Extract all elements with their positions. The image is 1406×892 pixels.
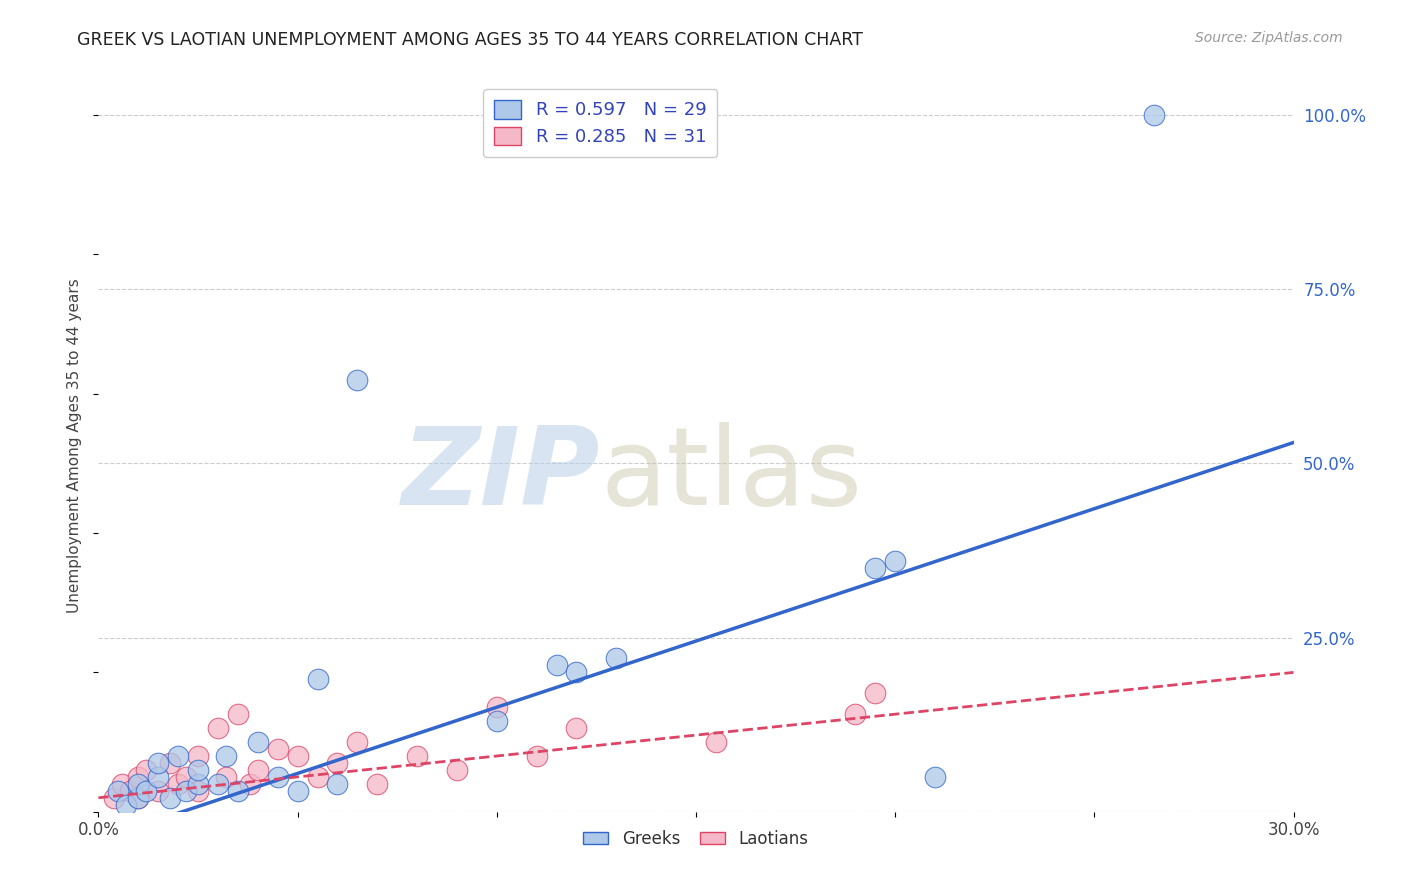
- Point: [704, 735, 727, 749]
- Point: [226, 784, 249, 798]
- Point: [135, 763, 157, 777]
- Point: [865, 561, 887, 575]
- Point: [346, 373, 368, 387]
- Point: [127, 790, 149, 805]
- Point: [187, 777, 209, 791]
- Point: [187, 749, 209, 764]
- Point: [135, 784, 157, 798]
- Point: [174, 770, 197, 784]
- Point: [127, 770, 149, 784]
- Point: [159, 790, 181, 805]
- Point: [307, 770, 329, 784]
- Point: [215, 749, 238, 764]
- Point: [148, 770, 170, 784]
- Point: [111, 777, 134, 791]
- Point: [287, 749, 309, 764]
- Point: [107, 784, 129, 798]
- Point: [167, 777, 190, 791]
- Point: [326, 756, 349, 770]
- Point: [267, 742, 290, 756]
- Point: [546, 658, 568, 673]
- Point: [366, 777, 388, 791]
- Text: GREEK VS LAOTIAN UNEMPLOYMENT AMONG AGES 35 TO 44 YEARS CORRELATION CHART: GREEK VS LAOTIAN UNEMPLOYMENT AMONG AGES…: [77, 31, 863, 49]
- Point: [239, 777, 262, 791]
- Point: [187, 763, 209, 777]
- Point: [127, 790, 149, 805]
- Point: [148, 756, 170, 770]
- Point: [148, 784, 170, 798]
- Point: [187, 784, 209, 798]
- Point: [307, 673, 329, 687]
- Point: [103, 790, 125, 805]
- Point: [844, 707, 866, 722]
- Text: Source: ZipAtlas.com: Source: ZipAtlas.com: [1195, 31, 1343, 45]
- Point: [346, 735, 368, 749]
- Point: [406, 749, 429, 764]
- Point: [865, 686, 887, 700]
- Y-axis label: Unemployment Among Ages 35 to 44 years: Unemployment Among Ages 35 to 44 years: [67, 278, 83, 614]
- Text: ZIP: ZIP: [402, 422, 600, 528]
- Point: [207, 777, 229, 791]
- Point: [207, 721, 229, 735]
- Text: atlas: atlas: [600, 422, 862, 528]
- Point: [605, 651, 627, 665]
- Point: [120, 784, 142, 798]
- Point: [174, 784, 197, 798]
- Point: [485, 714, 508, 728]
- Point: [246, 735, 269, 749]
- Point: [526, 749, 548, 764]
- Point: [446, 763, 468, 777]
- Point: [115, 797, 138, 812]
- Point: [924, 770, 946, 784]
- Point: [127, 777, 149, 791]
- Point: [287, 784, 309, 798]
- Point: [226, 707, 249, 722]
- Legend: Greeks, Laotians: Greeks, Laotians: [576, 823, 815, 855]
- Point: [565, 721, 588, 735]
- Point: [267, 770, 290, 784]
- Point: [485, 700, 508, 714]
- Point: [159, 756, 181, 770]
- Point: [1143, 108, 1166, 122]
- Point: [326, 777, 349, 791]
- Point: [884, 554, 907, 568]
- Point: [565, 665, 588, 680]
- Point: [167, 749, 190, 764]
- Point: [246, 763, 269, 777]
- Point: [215, 770, 238, 784]
